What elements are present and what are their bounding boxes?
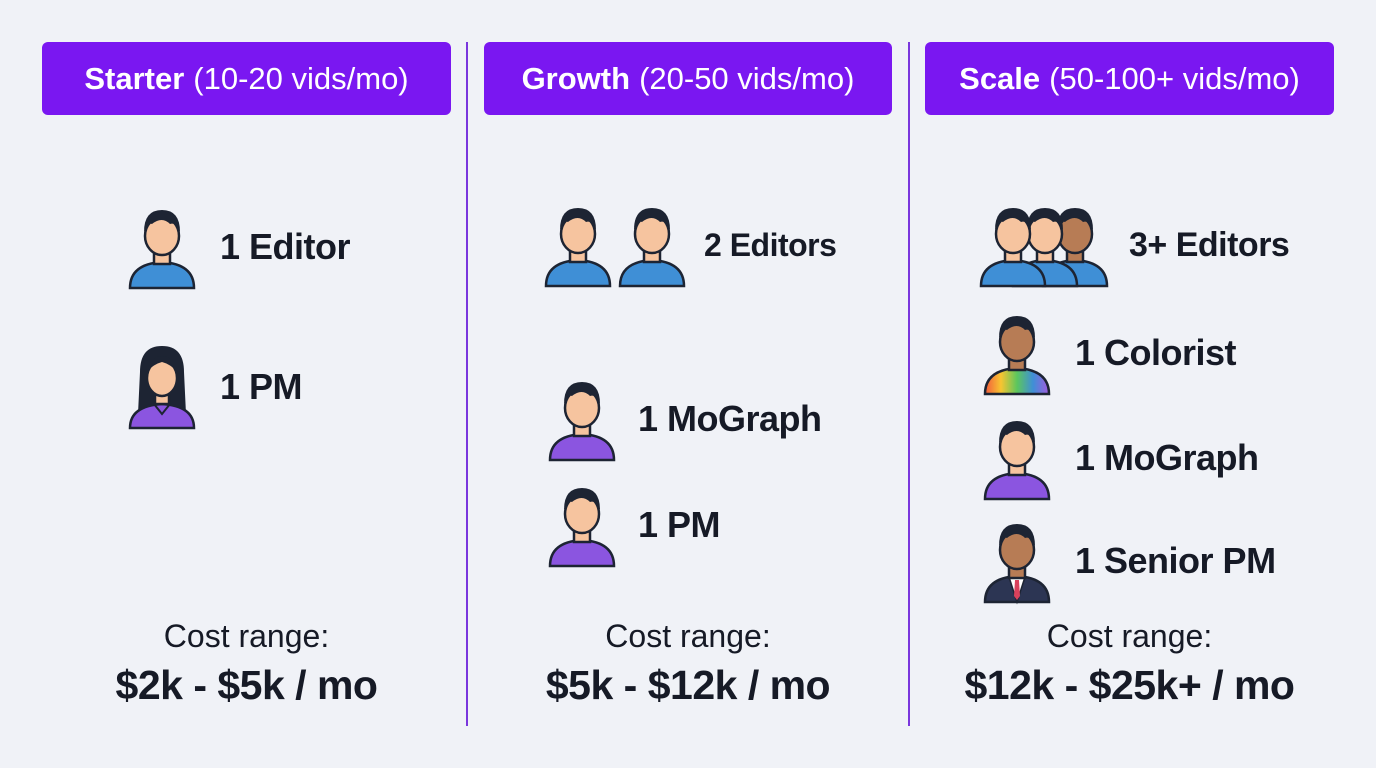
role-row-editor: 1 Editor (126, 202, 351, 292)
cost-range-label: Cost range: (1046, 618, 1213, 654)
person-suit-icon (981, 516, 1053, 606)
tier-header-growth: Growth (20-50 vids/mo) (484, 42, 892, 115)
role-label: 1 Editor (220, 226, 351, 267)
role-label: 1 Senior PM (1075, 540, 1276, 581)
tier-column-growth: Growth (20-50 vids/mo) 2 Editors (484, 0, 892, 768)
role-row-editors: 2 Editors (544, 200, 837, 290)
cost-range-label: Cost range: (163, 618, 330, 654)
cost-range-value: $5k - $12k / mo (545, 662, 831, 708)
cost-range-value: $2k - $5k / mo (115, 662, 378, 708)
role-label: 1 MoGraph (1075, 437, 1259, 478)
role-row-editors: 3+ Editors (979, 200, 1290, 290)
role-row-mograph: 1 MoGraph (981, 413, 1259, 503)
tier-header-starter: Starter (10-20 vids/mo) (42, 42, 451, 115)
person-icon (546, 480, 618, 570)
cost-range-label: Cost range: (605, 618, 771, 654)
role-label: 1 PM (220, 366, 303, 407)
role-label: 1 MoGraph (638, 398, 822, 439)
role-label: 1 Colorist (1075, 332, 1237, 373)
tier-name: Scale (959, 60, 1041, 96)
person-icon (981, 413, 1053, 503)
person-rainbow-shirt-icon (981, 308, 1053, 398)
role-row-pm: 1 PM (126, 342, 303, 432)
role-row-pm: 1 PM (546, 480, 721, 570)
role-label: 1 PM (638, 504, 721, 545)
role-row-colorist: 1 Colorist (981, 308, 1237, 398)
column-divider-right (908, 42, 910, 726)
tier-column-starter: Starter (10-20 vids/mo) 1 Editor 1 P (42, 0, 451, 768)
role-label: 3+ Editors (1129, 225, 1290, 264)
tier-volume: (10-20 vids/mo) (193, 60, 409, 96)
group-people-icon (979, 200, 1113, 290)
column-divider-left (466, 42, 468, 726)
tier-volume: (20-50 vids/mo) (639, 60, 855, 96)
tier-name: Starter (84, 60, 185, 96)
person-long-hair-icon (126, 342, 198, 432)
role-row-mograph: 1 MoGraph (546, 374, 822, 464)
person-icon (546, 374, 618, 464)
role-label: 2 Editors (704, 226, 837, 263)
role-row-senior-pm: 1 Senior PM (981, 516, 1276, 606)
tier-header-scale: Scale (50-100+ vids/mo) (925, 42, 1334, 115)
person-icon (126, 202, 198, 292)
cost-range-value: $12k - $25k+ / mo (964, 662, 1295, 708)
tier-name: Growth (521, 60, 631, 96)
tier-volume: (50-100+ vids/mo) (1049, 60, 1300, 96)
two-people-icon (544, 200, 690, 290)
tier-column-scale: Scale (50-100+ vids/mo) (925, 0, 1334, 768)
